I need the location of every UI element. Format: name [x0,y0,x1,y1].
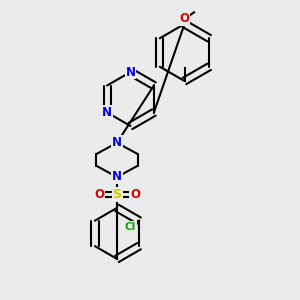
Text: N: N [112,136,122,149]
Text: O: O [130,188,140,201]
Text: N: N [102,106,112,119]
Text: Cl: Cl [124,222,136,232]
Text: N: N [125,65,136,79]
Text: O: O [179,12,190,26]
Text: N: N [112,170,122,184]
Text: O: O [94,188,104,201]
Text: S: S [112,188,122,201]
